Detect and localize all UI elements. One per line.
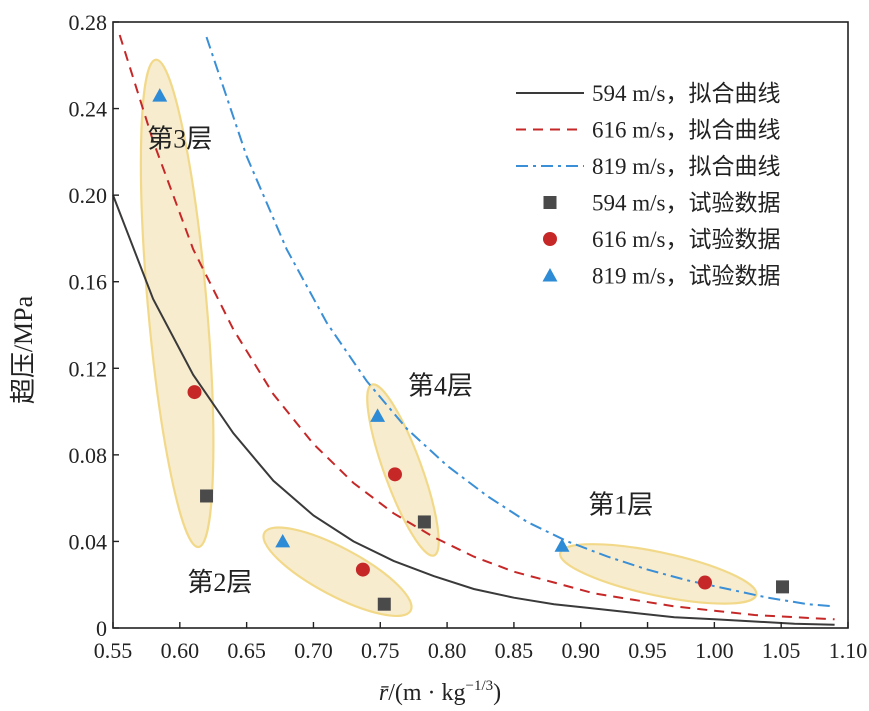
y-tick-label-3: 0.12 bbox=[69, 356, 108, 381]
legend-label-6: 819 m/s，试验数据 bbox=[592, 264, 780, 289]
legend-label-1: 594 m/s，拟合曲线 bbox=[592, 81, 780, 106]
data-point-s2-3 bbox=[387, 467, 402, 482]
data-point-s3-1 bbox=[152, 88, 168, 102]
x-axis-exponent: −1/3 bbox=[466, 678, 494, 694]
layer-label-1: 第1层 bbox=[588, 490, 653, 519]
fit-curve-2 bbox=[118, 34, 835, 621]
x-tick-label-8: 0.95 bbox=[628, 638, 667, 663]
legend-label-4: 594 m/s，试验数据 bbox=[592, 191, 780, 216]
data-point-s1-2 bbox=[377, 597, 391, 611]
layer-label-4: 第4层 bbox=[408, 371, 473, 400]
x-tick-label-6: 0.85 bbox=[495, 638, 534, 663]
layer-ellipse-1 bbox=[558, 543, 758, 605]
layer-ellipse-3 bbox=[139, 58, 215, 549]
x-tick-label-7: 0.90 bbox=[561, 638, 600, 663]
fit-curves bbox=[112, 34, 835, 626]
data-point-s2-1 bbox=[187, 385, 202, 400]
x-tick-label-2: 0.65 bbox=[227, 638, 266, 663]
data-point-s1-3 bbox=[417, 515, 431, 529]
x-axis-variable: r̄ bbox=[379, 680, 389, 706]
x-tick-label-5: 0.80 bbox=[428, 638, 467, 663]
legend-swatch-6 bbox=[542, 268, 558, 282]
data-point-s1-4 bbox=[776, 580, 790, 594]
y-tick-label-6: 0.24 bbox=[69, 97, 108, 122]
x-tick-label-9: 1.00 bbox=[695, 638, 734, 663]
axes: 0.55 0.60 0.65 0.70 0.75 0.80 0.85 0.90 0.95 1.00… bbox=[69, 10, 868, 663]
layer-ellipses bbox=[139, 58, 758, 618]
x-tick-label-0: 0.55 bbox=[94, 638, 133, 663]
x-tick-label-3: 0.70 bbox=[294, 638, 333, 663]
data-point-s2-4 bbox=[698, 575, 713, 590]
legend: 594 m/s，拟合曲线 616 m/s，拟合曲线 819 m/s，拟合曲线 594 … bbox=[516, 81, 780, 289]
y-axis-label: 超压/MPa bbox=[9, 295, 38, 404]
data-point-s3-4 bbox=[554, 538, 570, 552]
x-tick-label-10: 1.05 bbox=[762, 638, 801, 663]
legend-swatch-4 bbox=[543, 196, 557, 209]
x-axis-close: ) bbox=[493, 680, 501, 706]
y-tick-label-2: 0.08 bbox=[69, 443, 108, 468]
layer-ellipse-4 bbox=[366, 383, 440, 557]
legend-label-5: 616 m/s，试验数据 bbox=[592, 227, 780, 252]
layer-label-2: 第2层 bbox=[187, 568, 252, 597]
legend-label-2: 616 m/s，拟合曲线 bbox=[592, 118, 780, 143]
x-tick-label-4: 0.75 bbox=[361, 638, 400, 663]
legend-label-3: 819 m/s，拟合曲线 bbox=[592, 154, 780, 179]
y-tick-label-1: 0.04 bbox=[69, 529, 108, 554]
legend-swatch-5 bbox=[543, 232, 557, 246]
x-axis-label: r̄/(m · kg−1/3) bbox=[379, 678, 501, 706]
x-tick-label-11: 1.10 bbox=[829, 638, 868, 663]
data-point-s2-2 bbox=[355, 562, 370, 577]
fit-curve-1 bbox=[112, 194, 835, 626]
plot-frame bbox=[112, 21, 849, 629]
y-tick-label-7: 0.28 bbox=[69, 10, 108, 35]
layer-label-3: 第3层 bbox=[147, 125, 212, 154]
layer-ellipse-2 bbox=[262, 526, 413, 618]
x-axis-unit: /(m · kg bbox=[388, 680, 465, 706]
data-point-s3-2 bbox=[275, 533, 291, 548]
y-tick-label-0: 0 bbox=[96, 616, 107, 641]
data-point-s1-1 bbox=[200, 489, 214, 503]
data-point-s3-3 bbox=[370, 408, 386, 422]
y-tick-label-4: 0.16 bbox=[69, 270, 108, 295]
fit-curve-3 bbox=[205, 36, 835, 608]
data-points bbox=[152, 88, 790, 611]
x-tick-label-1: 0.60 bbox=[161, 638, 200, 663]
y-tick-label-5: 0.20 bbox=[69, 183, 108, 208]
